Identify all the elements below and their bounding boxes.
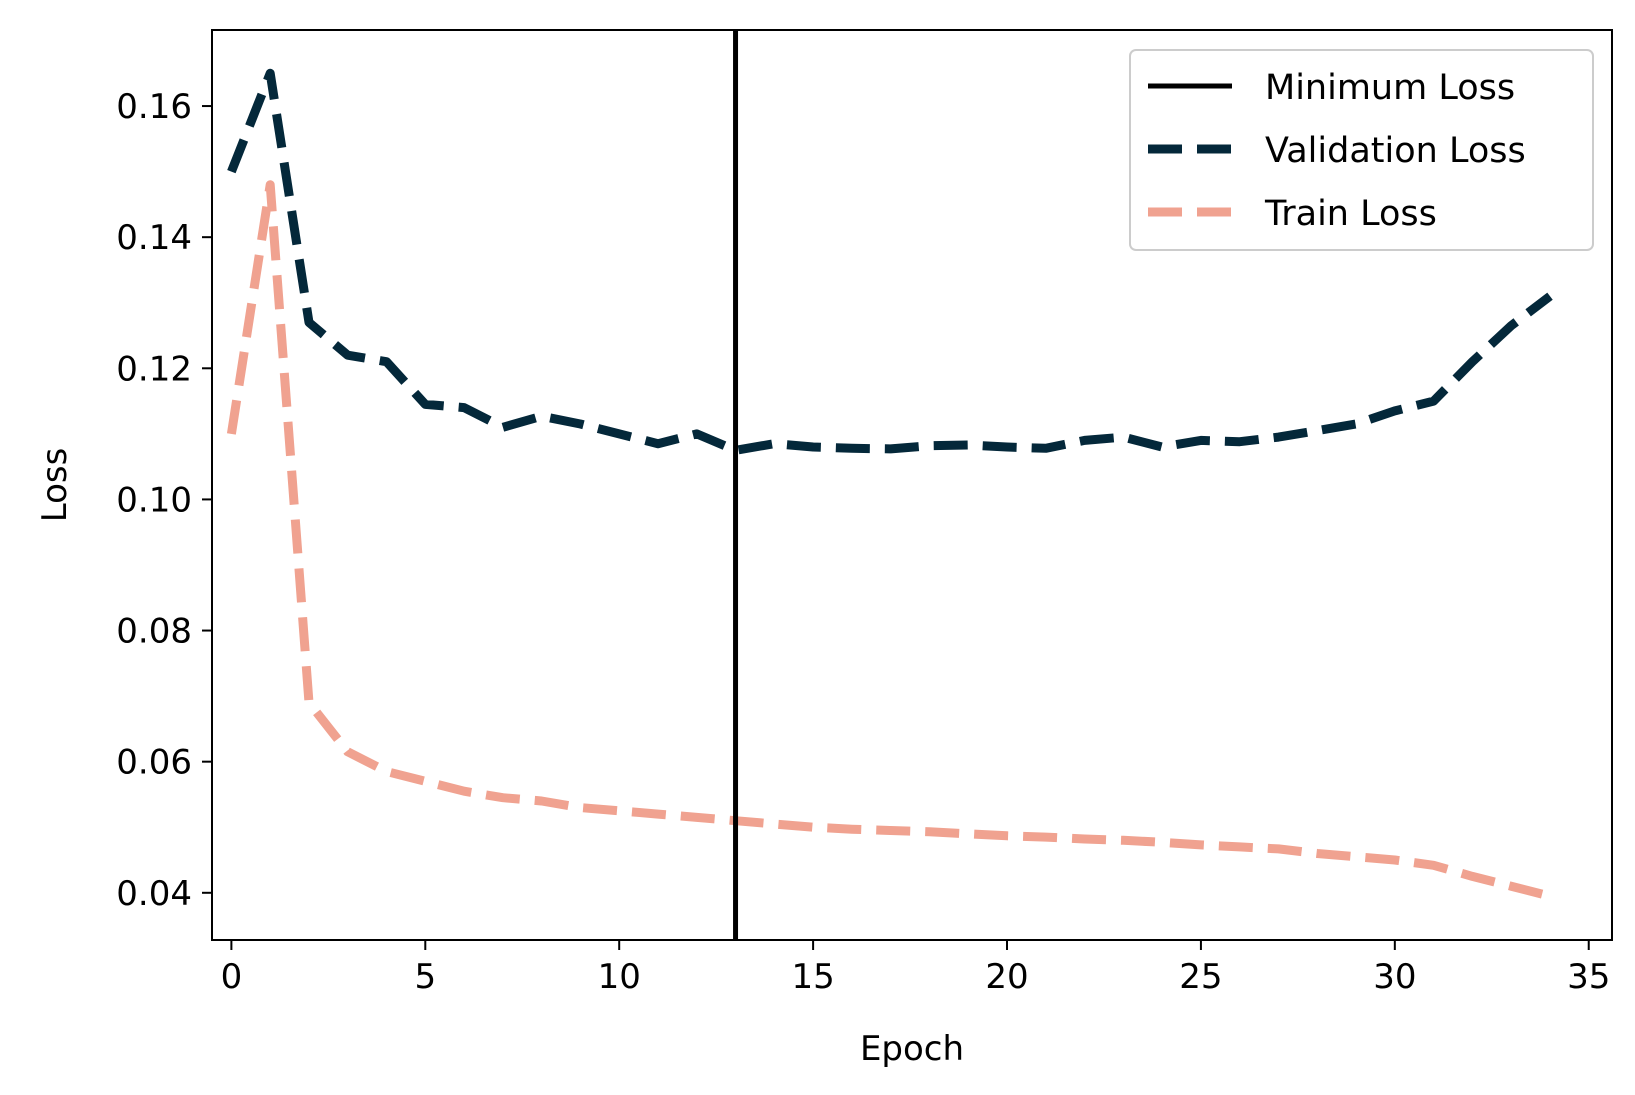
series-line-validation-loss bbox=[227, 68, 1553, 455]
y-tick-label: 0.10 bbox=[116, 480, 192, 520]
plot-frame bbox=[211, 29, 1613, 941]
series-line-train-loss bbox=[226, 180, 1552, 901]
legend-label-validation-loss: Validation Loss bbox=[1265, 131, 1526, 171]
x-tick-label: 5 bbox=[414, 957, 436, 997]
x-tick-label: 30 bbox=[1373, 957, 1416, 997]
y-axis-label: Loss bbox=[35, 448, 75, 523]
x-tick-label: 15 bbox=[791, 957, 834, 997]
y-tick-label: 0.12 bbox=[116, 349, 192, 389]
y-tick-label: 0.14 bbox=[116, 218, 192, 258]
y-tick-label: 0.16 bbox=[116, 87, 192, 127]
legend-box bbox=[1129, 49, 1594, 251]
x-tick-label: 10 bbox=[598, 957, 641, 997]
y-axis: 0.04 0.06 0.08 0.10 0.12 0.14 0.16 bbox=[116, 87, 212, 914]
plot-area bbox=[226, 30, 1553, 940]
y-tick-label: 0.08 bbox=[116, 612, 192, 652]
y-tick-label: 0.04 bbox=[116, 874, 192, 914]
x-axis-label: Epoch bbox=[860, 1029, 964, 1069]
x-tick-label: 35 bbox=[1567, 957, 1610, 997]
legend-label-minimum-loss: Minimum Loss bbox=[1265, 68, 1515, 108]
legend-label-train-loss: Train Loss bbox=[1264, 194, 1437, 234]
x-tick-label: 20 bbox=[985, 957, 1028, 997]
legend: Minimum Loss Validation Loss Train Loss bbox=[1129, 49, 1594, 251]
x-tick-label: 25 bbox=[1179, 957, 1222, 997]
x-tick-label: 0 bbox=[221, 957, 243, 997]
x-axis: 0 5 10 15 20 25 30 35 bbox=[221, 940, 1610, 997]
series-layer bbox=[226, 68, 1553, 901]
y-tick-label: 0.06 bbox=[116, 743, 192, 783]
